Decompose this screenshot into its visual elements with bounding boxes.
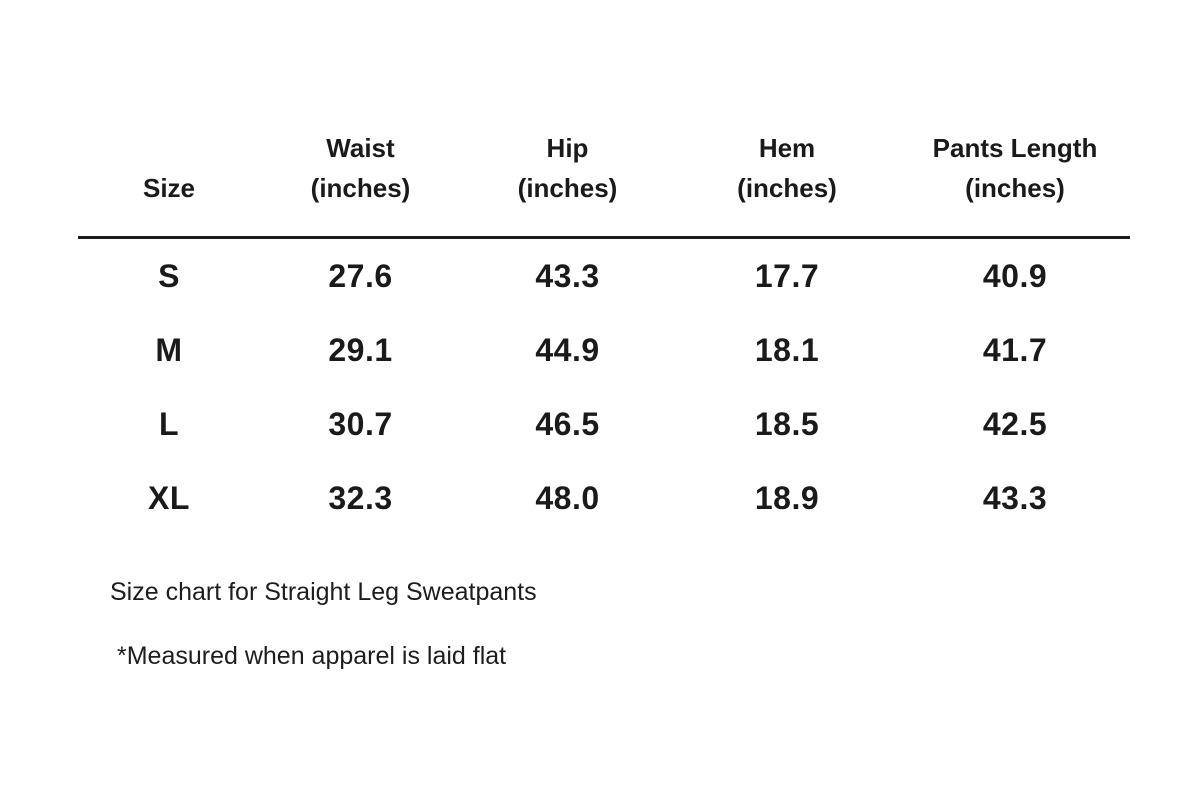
hip-cell: 43.3 (535, 257, 600, 294)
col-header-pants-length-unit: (inches) (965, 173, 1065, 203)
size-chart-table: Size Waist (inches) Hip (inches) Hem (in… (78, 110, 1130, 535)
col-header-pants-length: Pants Length (inches) (900, 110, 1130, 210)
col-header-waist: Waist (inches) (260, 110, 461, 210)
size-cell: S (158, 257, 180, 294)
pants-length-cell: 41.7 (982, 331, 1048, 368)
table-row-l: L 30.7 46.5 18.5 42.5 (78, 387, 1130, 461)
hem-cell: 18.5 (754, 405, 820, 442)
size-cell: XL (148, 479, 190, 516)
col-header-hip-label: Hip (546, 133, 589, 163)
waist-cell: 30.7 (328, 405, 393, 442)
measurement-footnote: *Measured when apparel is laid flat (117, 642, 507, 670)
col-header-hip-unit: (inches) (517, 173, 618, 203)
hem-cell: 17.7 (754, 257, 820, 294)
col-header-waist-unit: (inches) (310, 173, 411, 203)
chart-caption: Size chart for Straight Leg Sweatpants (110, 578, 537, 606)
table-row-xl: XL 32.3 48.0 18.9 43.3 (78, 461, 1130, 535)
waist-cell: 32.3 (328, 479, 393, 516)
table-header-row: Size Waist (inches) Hip (inches) Hem (in… (78, 110, 1130, 210)
hem-cell: 18.9 (754, 479, 820, 516)
hip-cell: 44.9 (535, 331, 600, 368)
pants-length-cell: 42.5 (982, 405, 1048, 442)
col-header-hip: Hip (inches) (461, 110, 674, 210)
hip-cell: 48.0 (535, 479, 600, 516)
size-cell: M (155, 331, 183, 368)
col-header-hem: Hem (inches) (674, 110, 900, 210)
col-header-size-label: Size (142, 173, 196, 203)
col-header-pants-length-label: Pants Length (932, 133, 1098, 163)
hem-cell: 18.1 (754, 331, 820, 368)
pants-length-cell: 40.9 (982, 257, 1048, 294)
col-header-hem-label: Hem (758, 133, 816, 163)
waist-cell: 29.1 (328, 331, 393, 368)
table-row-s: S 27.6 43.3 17.7 40.9 (78, 239, 1130, 313)
col-header-size: Size (78, 110, 260, 210)
hip-cell: 46.5 (535, 405, 600, 442)
pants-length-cell: 43.3 (982, 479, 1048, 516)
col-header-hem-unit: (inches) (737, 173, 837, 203)
table-row-m: M 29.1 44.9 18.1 41.7 (78, 313, 1130, 387)
size-cell: L (158, 405, 180, 442)
header-divider-line (78, 236, 1130, 239)
waist-cell: 27.6 (328, 257, 393, 294)
col-header-waist-label: Waist (326, 133, 395, 163)
